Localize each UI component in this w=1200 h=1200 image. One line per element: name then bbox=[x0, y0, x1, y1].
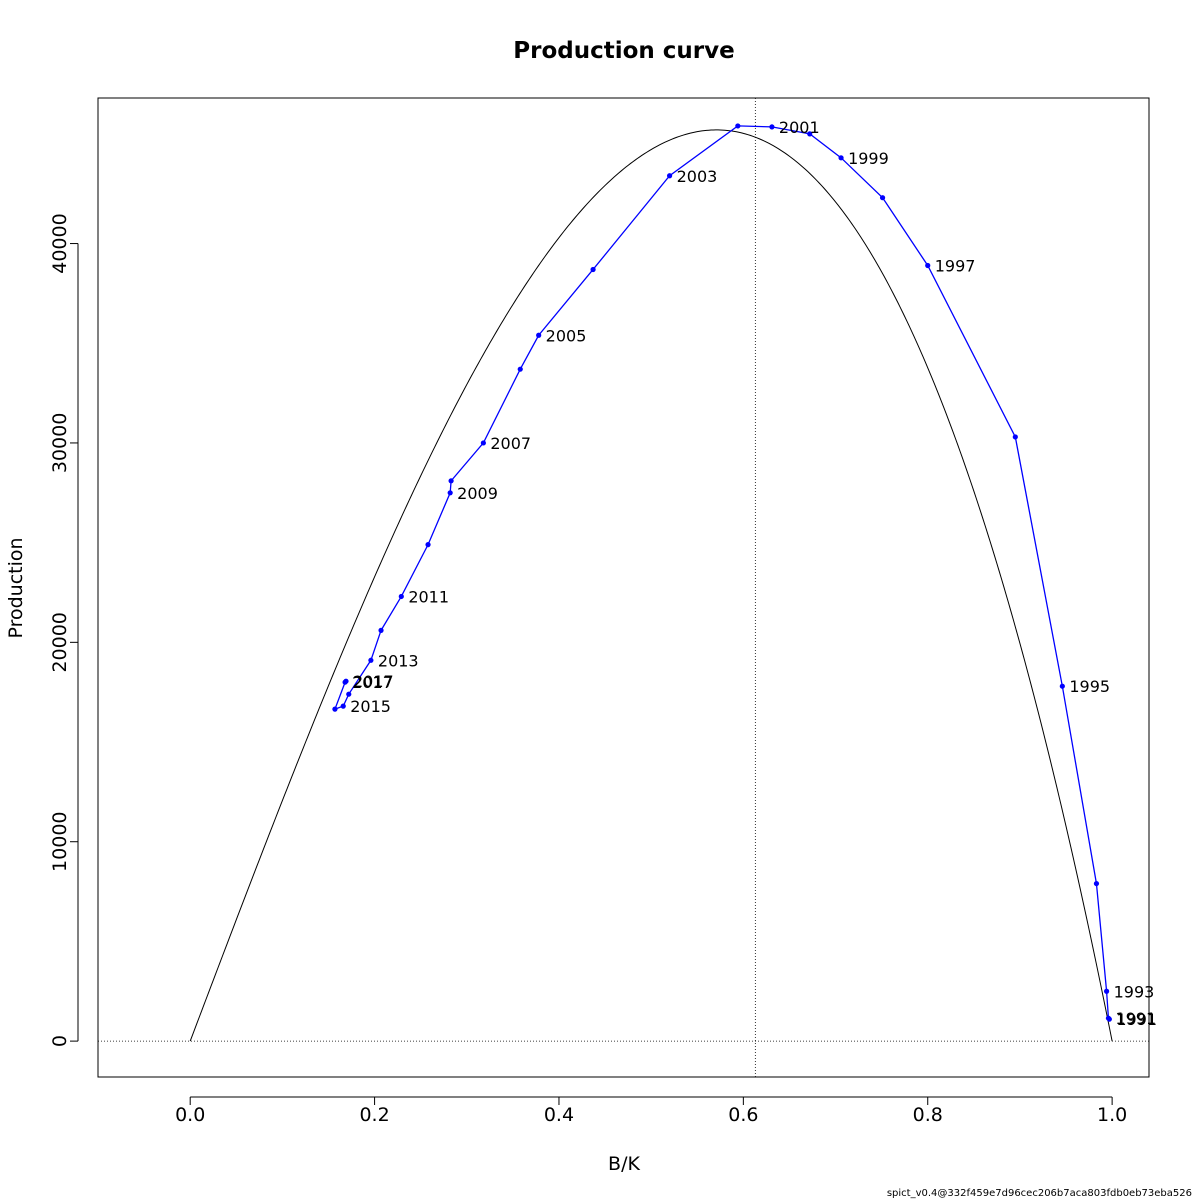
x-tick-label: 0.6 bbox=[728, 1104, 758, 1126]
y-tick-label: 0 bbox=[49, 1035, 71, 1047]
point-labels-layer: 1991199119931995199719992001200320052007… bbox=[350, 118, 1157, 1029]
data-point-2002 bbox=[735, 123, 741, 129]
y-tick-label: 20000 bbox=[49, 612, 71, 672]
data-point-2006 bbox=[517, 366, 523, 372]
data-point-2017b bbox=[343, 678, 349, 684]
x-tick-label: 0.0 bbox=[175, 1104, 205, 1126]
data-point-1995 bbox=[1059, 683, 1065, 689]
point-label-2001: 2001 bbox=[779, 118, 820, 137]
x-tick-label: 0.4 bbox=[544, 1104, 574, 1126]
data-point-1999 bbox=[838, 155, 844, 161]
data-point-1992 bbox=[1105, 1015, 1112, 1021]
point-label-2015: 2015 bbox=[350, 697, 391, 716]
axes-layer: 0.0 0.2 0.4 0.6 0.8 1.0 0 10000 20000 30000 40000 bbox=[49, 213, 1127, 1126]
point-label-1995: 1995 bbox=[1069, 677, 1110, 696]
reference-lines bbox=[98, 98, 1149, 1077]
theoretical-production-curve bbox=[189, 129, 1113, 1042]
point-label-2017b: 2017 bbox=[353, 672, 394, 691]
point-label-1992: 1991 bbox=[1115, 1009, 1156, 1028]
plot-frame bbox=[97, 97, 1150, 1078]
point-label-2003: 2003 bbox=[677, 167, 718, 186]
theoretical-curve-layer bbox=[189, 129, 1113, 1042]
x-axis-label: B/K bbox=[608, 1153, 640, 1175]
data-point-2010 bbox=[425, 542, 431, 548]
data-point-2016 bbox=[332, 706, 338, 712]
data-point-2014 bbox=[346, 691, 352, 697]
estimated-production-line bbox=[333, 125, 1110, 1020]
point-label-2017: 2017 bbox=[352, 673, 393, 692]
data-point-2015 bbox=[340, 703, 346, 709]
data-point-2001 bbox=[769, 124, 775, 130]
x-tick-label: 0.2 bbox=[359, 1104, 389, 1126]
y-tick-label: 30000 bbox=[49, 413, 71, 473]
point-label-2009: 2009 bbox=[457, 484, 498, 503]
data-point-2012 bbox=[378, 627, 384, 633]
data-point-1996 bbox=[1012, 434, 1018, 440]
data-point-2007 bbox=[480, 440, 486, 446]
data-point-2011 bbox=[398, 593, 404, 600]
data-point-2005 bbox=[536, 332, 542, 338]
point-label-1991: 1991 bbox=[1116, 1010, 1157, 1029]
point-label-2011: 2011 bbox=[408, 587, 449, 606]
data-point-1997 bbox=[925, 262, 931, 269]
data-point-2003 bbox=[666, 173, 673, 179]
x-tick-label: 1.0 bbox=[1097, 1104, 1127, 1126]
data-point-1993 bbox=[1103, 988, 1110, 994]
data-point-2008 bbox=[448, 478, 454, 484]
point-label-2007: 2007 bbox=[490, 434, 531, 453]
series-layer bbox=[332, 123, 1112, 1022]
data-point-1998 bbox=[879, 195, 886, 201]
point-label-2013: 2013 bbox=[378, 651, 419, 670]
x-tick-label: 0.8 bbox=[913, 1104, 943, 1126]
y-axis-label: Production bbox=[5, 537, 27, 638]
data-point-2004 bbox=[590, 266, 596, 273]
y-tick-label: 10000 bbox=[49, 811, 71, 871]
point-label-1993: 1993 bbox=[1114, 982, 1155, 1001]
data-point-1994 bbox=[1093, 880, 1100, 887]
y-tick-label: 40000 bbox=[49, 213, 71, 273]
data-point-2009 bbox=[447, 490, 453, 496]
point-label-1999: 1999 bbox=[848, 149, 889, 168]
data-point-2013 bbox=[368, 657, 374, 663]
data-point-2000 bbox=[807, 131, 813, 137]
chart-title: Production curve bbox=[513, 38, 734, 64]
point-label-2005: 2005 bbox=[546, 326, 587, 345]
point-label-1997: 1997 bbox=[935, 256, 976, 275]
footer-version-text: spict_v0.4@332f459e7d96cec206b7aca803fdb… bbox=[887, 1188, 1192, 1199]
